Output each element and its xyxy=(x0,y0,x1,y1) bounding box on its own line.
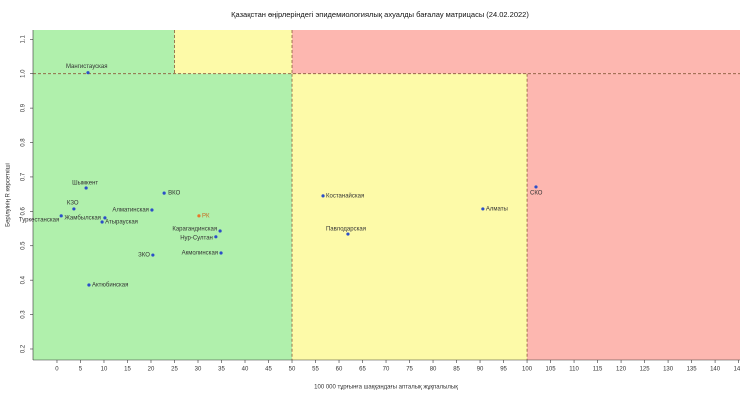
point xyxy=(214,235,218,239)
x-tick-label: 40 xyxy=(242,367,249,373)
zones xyxy=(33,30,740,360)
y-tick-label: 1.0 xyxy=(21,69,27,78)
point-label: Костанайская xyxy=(326,192,364,199)
point xyxy=(86,71,90,75)
x-tick-label: 100 xyxy=(522,367,533,373)
x-tick-label: 105 xyxy=(546,367,557,373)
y-tick-label: 0.2 xyxy=(21,344,27,353)
point-label: СКО xyxy=(530,190,543,196)
point xyxy=(150,208,154,212)
y-tick-label: 0.9 xyxy=(21,103,27,112)
zone xyxy=(292,30,740,74)
point-label: ВКО xyxy=(168,191,180,197)
point xyxy=(197,214,201,218)
x-tick-label: 85 xyxy=(453,367,460,373)
x-tick-label: 20 xyxy=(148,367,155,373)
point xyxy=(84,186,88,190)
x-tick-label: 55 xyxy=(312,367,319,373)
y-tick-label: 0.8 xyxy=(21,138,27,147)
y-axis-label: Берілуінің R көрсеткіші xyxy=(6,163,12,227)
x-tick-label: 45 xyxy=(265,367,272,373)
y-tick-label: 0.5 xyxy=(21,241,27,250)
x-tick-label: 70 xyxy=(383,367,390,373)
x-tick-label: 50 xyxy=(289,367,296,373)
y-tick-label: 0.7 xyxy=(21,172,27,181)
zone xyxy=(527,73,740,360)
point-label: Актюбинская xyxy=(92,283,128,289)
x-tick-label: 15 xyxy=(124,367,131,373)
x-tick-label: 30 xyxy=(195,367,202,373)
point xyxy=(481,207,485,211)
x-tick-label: 95 xyxy=(500,367,507,373)
x-tick-label: 135 xyxy=(687,367,698,373)
x-tick-label: 110 xyxy=(569,367,579,373)
x-tick-label: 90 xyxy=(477,367,484,373)
point-label: Акмолинская xyxy=(182,251,218,257)
point-label: Нур-Султан xyxy=(180,235,213,241)
zone xyxy=(33,73,293,360)
point-label: Шымкент xyxy=(72,181,98,187)
x-tick-label: 25 xyxy=(171,367,178,373)
y-tick-label: 1.1 xyxy=(21,34,27,43)
point xyxy=(100,220,104,224)
x-tick-label: 65 xyxy=(359,367,366,373)
point-label: Алматы xyxy=(486,207,508,213)
x-tick-label: 10 xyxy=(101,367,108,373)
point-label: РК xyxy=(202,213,210,219)
y-tick-label: 0.3 xyxy=(21,310,27,319)
y-tick-label: 0.6 xyxy=(21,207,27,216)
x-tick-label: 145 xyxy=(734,367,740,373)
x-tick-label: 140 xyxy=(710,367,721,373)
point xyxy=(321,194,325,198)
point xyxy=(534,185,538,189)
x-tick-label: 125 xyxy=(640,367,651,373)
x-tick-label: 60 xyxy=(336,367,343,373)
point-label: Туркестанская xyxy=(19,217,59,223)
x-tick-label: 120 xyxy=(616,367,627,373)
point xyxy=(151,253,155,257)
y-tick-label: 0.4 xyxy=(21,275,27,284)
point xyxy=(72,207,76,211)
point xyxy=(59,214,63,218)
point-label: Мангистауская xyxy=(66,64,107,70)
point-label: Карагандинская xyxy=(172,227,217,233)
x-tick-label: 0 xyxy=(55,367,59,373)
x-tick-label: 130 xyxy=(663,367,674,373)
point-label: Жамбылская xyxy=(64,215,101,221)
point xyxy=(87,283,91,287)
point xyxy=(162,191,166,195)
x-axis-label: 100 000 тұрғынға шаққандағы апталық жұқп… xyxy=(314,385,458,391)
x-tick-label: 5 xyxy=(79,367,83,373)
x-tick-label: 80 xyxy=(430,367,437,373)
zone xyxy=(33,30,175,74)
point xyxy=(103,216,107,220)
point xyxy=(219,251,223,255)
point-label: КЗО xyxy=(67,201,79,207)
point-label: Атырауская xyxy=(105,220,138,226)
point-label: ЗКО xyxy=(138,253,150,259)
point-label: Алматинская xyxy=(112,208,149,214)
chart-title: Қазақстан өңірлеріндегі эпидемиологиялық… xyxy=(231,10,529,19)
x-tick-label: 35 xyxy=(218,367,225,373)
zone xyxy=(292,73,528,360)
x-tick-label: 115 xyxy=(593,367,603,373)
point xyxy=(346,232,350,236)
x-tick-label: 75 xyxy=(406,367,413,373)
point xyxy=(218,229,222,233)
point-label: Павлодарская xyxy=(326,227,366,233)
zone xyxy=(174,30,293,74)
